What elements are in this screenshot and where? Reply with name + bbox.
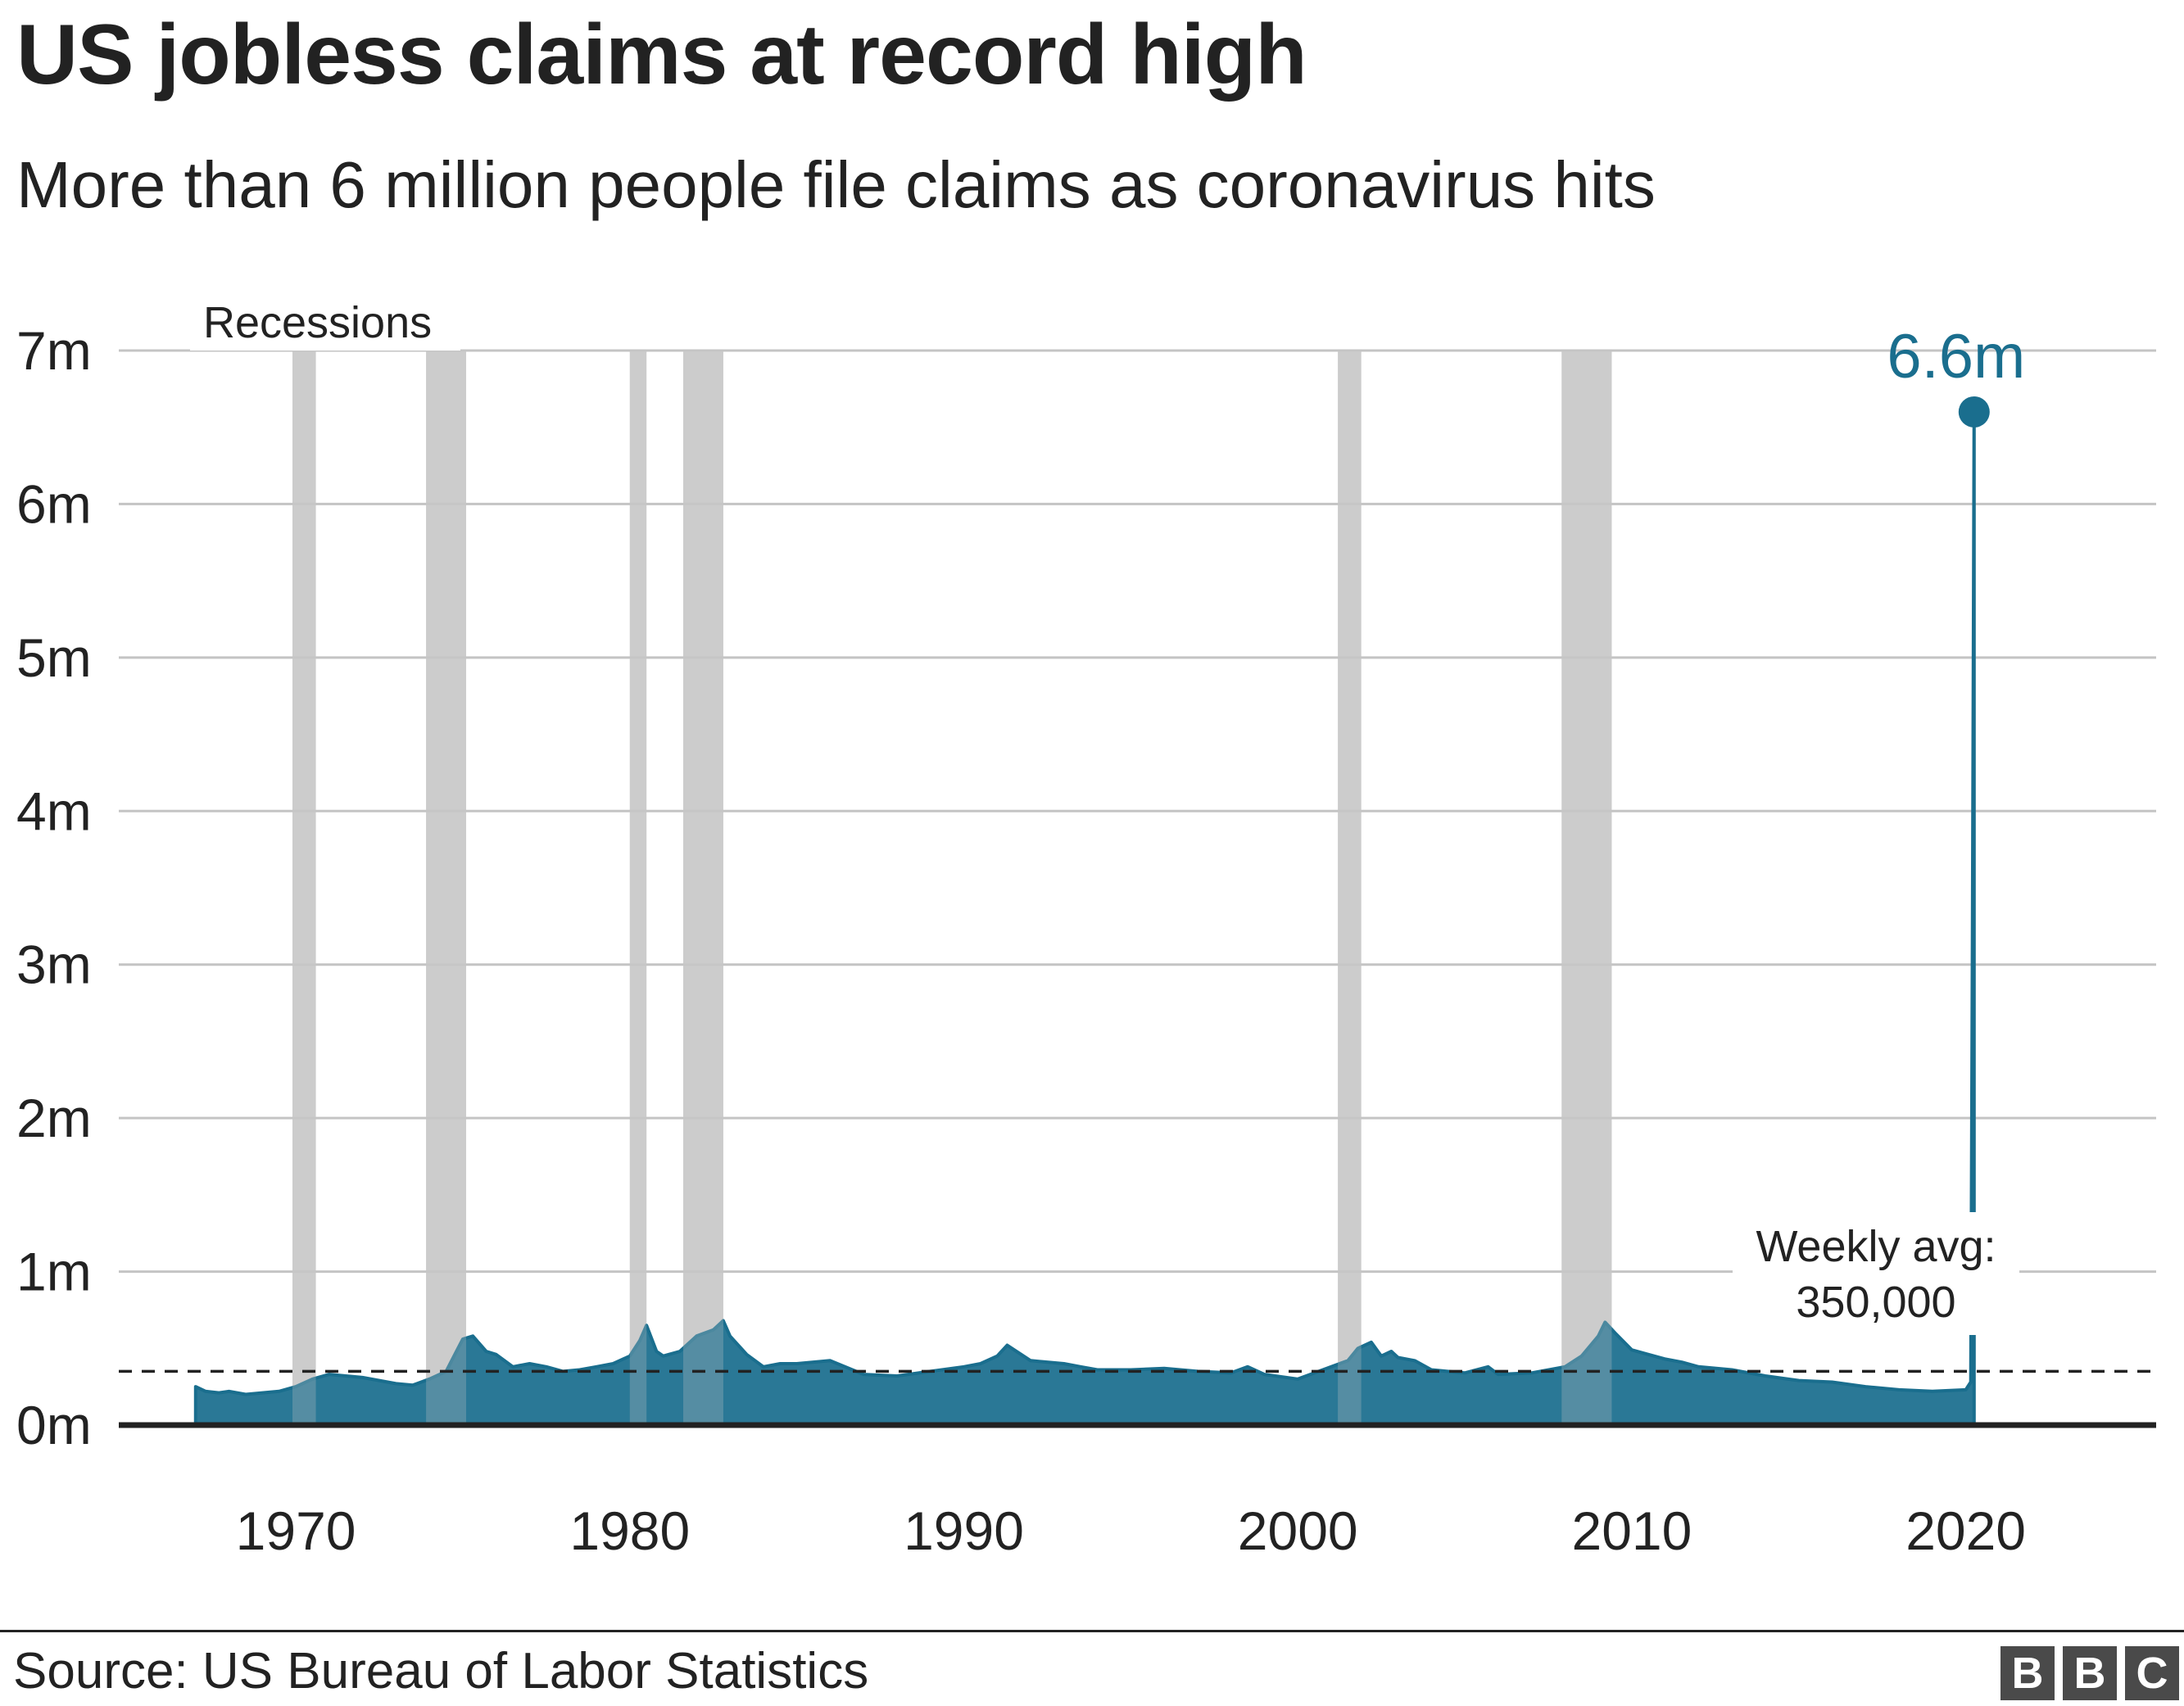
chart-subtitle: More than 6 million people file claims a… (16, 148, 1656, 221)
x-tick-label: 2020 (1905, 1500, 2026, 1561)
claims-area (193, 410, 1976, 1427)
x-tick-label: 2000 (1238, 1500, 1358, 1561)
recessions-label-bg (190, 295, 460, 351)
recession-overlay-3 (629, 351, 647, 1425)
recession-band-5 (1338, 351, 1362, 1425)
recession-band-1 (292, 351, 316, 1425)
y-tick-label: 4m (16, 781, 92, 841)
recessions-label: Recessions (203, 298, 432, 347)
recession-band-6 (1561, 351, 1612, 1425)
source-note: Source: US Bureau of Labor Statistics (13, 1643, 869, 1699)
claims-area-series (193, 351, 1976, 1427)
y-tick-label: 6m (16, 473, 92, 534)
last-point-marker (1958, 396, 1990, 428)
y-tick-label: 0m (16, 1395, 92, 1455)
logo-letter-2: B (2063, 1646, 2117, 1700)
recession-overlay-6 (1561, 351, 1612, 1425)
y-tick-label: 7m (16, 320, 92, 381)
bbc-logo: B B C (2000, 1646, 2179, 1700)
recession-band-3 (629, 351, 647, 1425)
x-tick-label: 2010 (1571, 1500, 1692, 1561)
avg-label-line1: Weekly avg: (1756, 1222, 1996, 1271)
recession-overlay-5 (1338, 351, 1362, 1425)
avg-label-line2: 350,000 (1796, 1278, 1955, 1327)
recession-band-4 (683, 351, 723, 1425)
chart-axes: 0m 1m 2m 3m 4m 5m 6m 7m 1970 1980 1990 2000 2010 2020 (16, 320, 2156, 1561)
recession-overlay-4 (683, 351, 723, 1425)
jobless-claims-chart: 0m 1m 2m 3m 4m 5m 6m 7m 1970 1980 1990 2000 2010 2020… (16, 295, 2156, 1561)
y-tick-label: 3m (16, 934, 92, 995)
x-tick-label: 1970 (236, 1500, 356, 1561)
avg-label-bg (1733, 1212, 2019, 1335)
y-gridlines (119, 349, 2156, 1274)
x-tick-label: 1980 (569, 1500, 690, 1561)
logo-letter-1: B (2000, 1646, 2055, 1700)
y-tick-label: 2m (16, 1088, 92, 1148)
chart-annotations: Recessions Weekly avg: 350,000 6.6m (190, 295, 2025, 1335)
footer-divider (0, 1630, 2184, 1632)
y-tick-label: 1m (16, 1242, 92, 1302)
recession-band-2 (426, 351, 467, 1425)
y-tick-label: 5m (16, 627, 92, 688)
logo-letter-3: C (2125, 1646, 2179, 1700)
chart-title: US jobless claims at record high (16, 7, 1307, 102)
recession-overlay-1 (292, 351, 316, 1425)
x-tick-label: 1990 (904, 1500, 1024, 1561)
recession-bands (292, 351, 1612, 1425)
recession-overlay-2 (426, 351, 467, 1425)
last-value-label: 6.6m (1887, 322, 2025, 391)
